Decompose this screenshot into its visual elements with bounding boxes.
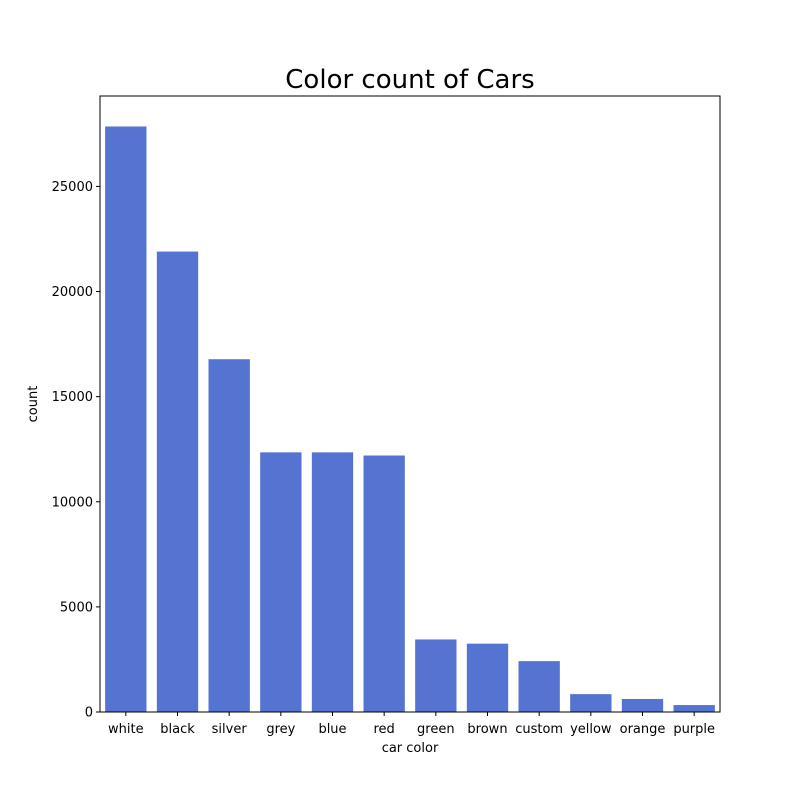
plot-frame — [99, 95, 721, 713]
y-tick-label: 10000 — [52, 495, 93, 510]
x-tick-label: black — [160, 722, 195, 737]
x-tick-label: white — [108, 722, 144, 737]
x-tick-label: yellow — [570, 722, 612, 737]
bar-purple — [673, 705, 715, 712]
x-tick-label: red — [374, 722, 395, 737]
chart-title: Color count of Cars — [285, 65, 534, 95]
x-tick-label: green — [417, 722, 455, 737]
x-axis-label: car color — [382, 741, 439, 756]
y-tick-label: 0 — [85, 706, 93, 721]
x-tick-label: brown — [467, 722, 507, 737]
bar-yellow — [570, 694, 612, 712]
x-tick-label: blue — [318, 722, 346, 737]
x-axis-ticks: white black silver grey blue red green brown cus… — [108, 712, 715, 737]
y-tick-label: 25000 — [52, 180, 93, 195]
x-tick-label: silver — [212, 722, 248, 737]
x-tick-label: orange — [620, 722, 666, 737]
bar-red — [363, 455, 405, 712]
bar-black — [156, 251, 199, 713]
bar-silver — [208, 359, 250, 712]
bar-custom — [518, 661, 560, 712]
y-tick-label: 20000 — [52, 285, 93, 300]
y-axis-label: count — [26, 386, 41, 423]
x-tick-label: purple — [673, 722, 715, 737]
y-tick-label: 15000 — [52, 390, 93, 405]
bar-green — [415, 639, 457, 712]
bar-blue — [311, 452, 354, 712]
bar-white — [105, 126, 147, 713]
bar-grey — [260, 452, 302, 712]
bar-orange — [621, 698, 664, 712]
y-tick-label: 5000 — [60, 600, 93, 615]
bar-brown — [466, 643, 509, 712]
x-tick-label: custom — [515, 722, 563, 737]
bars-layer — [105, 126, 715, 713]
y-axis-ticks: 0 5000 10000 15000 20000 25000 — [52, 180, 100, 721]
x-tick-label: grey — [266, 722, 295, 737]
